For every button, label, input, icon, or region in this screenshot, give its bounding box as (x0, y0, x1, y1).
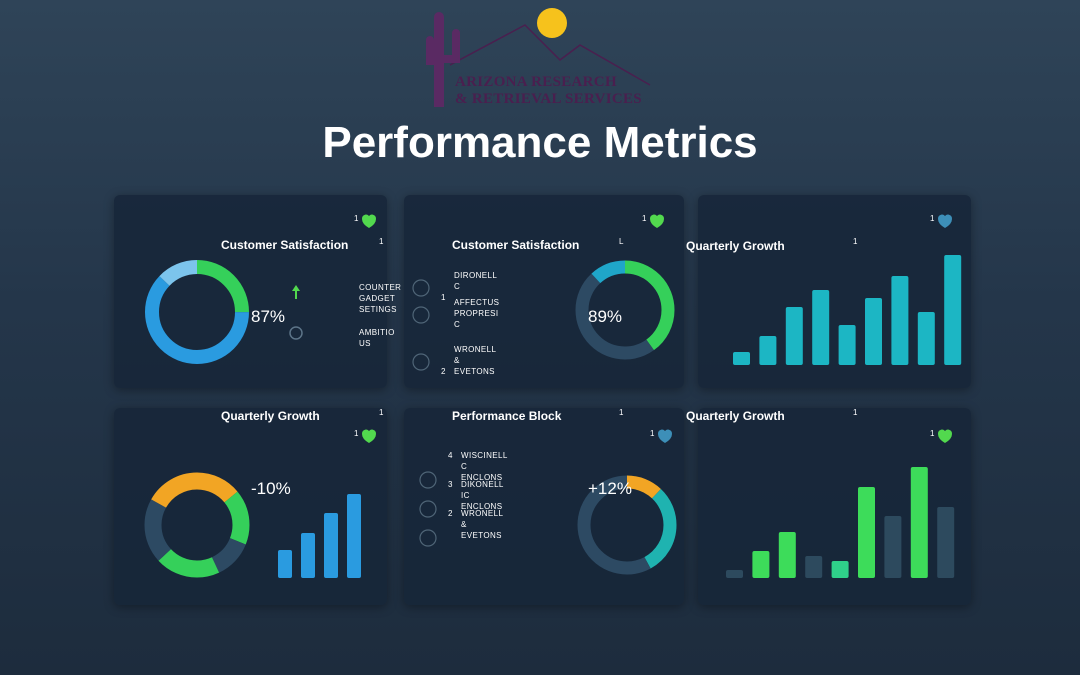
like-count: 1 (354, 214, 359, 223)
item-number: 4 (448, 451, 453, 460)
badge: 1 (379, 237, 384, 246)
bar (838, 325, 856, 365)
like-count: 1 (354, 429, 359, 438)
chart (145, 214, 377, 364)
item-text: DIKONELL IC ENCLONS (461, 480, 504, 511)
badge: 1 (619, 408, 624, 417)
item-text: WRONELL & EVETONS (461, 509, 504, 540)
item-number: 2 (448, 509, 453, 518)
donut-segment (577, 475, 677, 575)
bar (759, 336, 777, 365)
badge: L (619, 237, 624, 246)
panel-title: Performance Block (452, 409, 562, 423)
chart (412, 214, 675, 371)
item-text: WRONELL & EVETONS (454, 345, 497, 376)
panel: Quarterly Growth 1 1 (686, 195, 971, 388)
note: COUNTER GADGET SETINGS (359, 283, 402, 314)
like-count: 1 (650, 429, 655, 438)
panel: Performance Block 1 1 +12% 4 WISCINELL C ENCL… (404, 408, 684, 605)
chart (733, 214, 962, 365)
heart-icon (649, 214, 665, 228)
bar (917, 312, 935, 365)
donut-segment (144, 472, 250, 578)
bar (937, 507, 955, 578)
item-text: DIRONELL C (454, 271, 497, 291)
chart (726, 429, 955, 578)
item-number: 2 (441, 367, 446, 376)
heart-icon (937, 429, 953, 443)
panel-title: Customer Satisfaction (221, 238, 349, 252)
badge: 1 (853, 237, 858, 246)
chart (419, 429, 677, 575)
donut-segment (145, 260, 249, 364)
badge: 1 (379, 408, 384, 417)
panel-title: Customer Satisfaction (452, 238, 580, 252)
like-count: 1 (930, 429, 935, 438)
bar (858, 487, 875, 578)
bar (324, 513, 338, 578)
bar (301, 533, 315, 578)
donut-segment (575, 260, 675, 360)
bar (726, 570, 743, 578)
heart-icon (361, 429, 377, 443)
chart (144, 429, 377, 578)
item-icon (412, 306, 430, 324)
bar (752, 551, 770, 578)
panel-title: Quarterly Growth (221, 409, 320, 423)
bar (910, 467, 928, 578)
center-label: 89% (588, 307, 623, 326)
center-label: -10% (251, 479, 291, 498)
panel-title: Quarterly Growth (686, 239, 785, 253)
bar (812, 290, 830, 365)
bar (778, 532, 796, 578)
note: AMBITIO US (359, 328, 395, 348)
item-text: AFFECTUS PROPRESI C (454, 298, 500, 329)
center-label: +12% (588, 479, 632, 498)
bar (733, 352, 750, 365)
donut-segment (144, 472, 250, 578)
bar (884, 516, 902, 578)
heart-icon (937, 214, 953, 228)
donut-segment (145, 260, 249, 364)
logo-line: & RETRIEVAL SERVICES (455, 91, 642, 107)
bar (278, 550, 292, 578)
item-icon (419, 471, 437, 489)
donut-segment (144, 472, 250, 578)
heart-icon (361, 214, 377, 228)
logo (426, 8, 651, 107)
arrow-icon (292, 285, 300, 299)
donut-segment (144, 472, 250, 578)
item-text: WISCINELL C ENCLONS (461, 451, 508, 482)
item-icon (419, 529, 437, 547)
bar (347, 494, 361, 578)
bar (865, 298, 882, 365)
bar (831, 561, 849, 578)
like-count: 1 (930, 214, 935, 223)
logo-line: ARIZONA RESEARCH (455, 74, 617, 90)
panel: Customer Satisfaction L 1 89% 1 DIRONELL C AFF… (404, 195, 684, 388)
panel: Customer Satisfaction 1 1 87% COUNTER GADGET… (114, 195, 401, 388)
panel-title: Quarterly Growth (686, 409, 785, 423)
item-number: 1 (441, 293, 446, 302)
panel: Quarterly Growth 1 1 (686, 408, 971, 605)
item-icon (419, 500, 437, 518)
badge: 1 (853, 408, 858, 417)
panel: Quarterly Growth 1 1 -10% (114, 408, 387, 605)
item-icon (412, 279, 430, 297)
clock-icon (289, 326, 303, 340)
donut-segment (577, 475, 677, 575)
heart-icon (657, 429, 673, 443)
bar (891, 276, 909, 365)
item-number: 3 (448, 480, 453, 489)
item-icon (412, 353, 430, 371)
donut-segment (575, 260, 675, 360)
bar (785, 307, 803, 365)
center-label: 87% (251, 307, 286, 326)
bar (805, 556, 823, 578)
like-count: 1 (642, 214, 647, 223)
page-title: Performance Metrics (322, 118, 758, 167)
bar (944, 255, 962, 365)
